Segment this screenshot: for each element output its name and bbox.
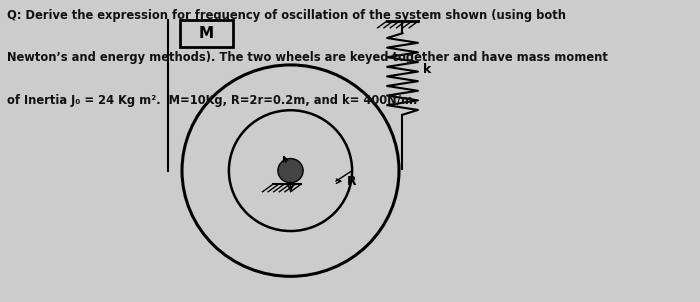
Bar (181, 20, 232, 47)
Text: M: M (199, 26, 214, 41)
Text: Q: Derive the expression for frequency of oscillation of the system shown (using: Q: Derive the expression for frequency o… (7, 9, 566, 22)
Text: k: k (424, 63, 432, 76)
Ellipse shape (278, 159, 303, 183)
Text: R: R (346, 175, 356, 188)
Text: of Inertia J₀ = 24 Kg m².  M=10Kg, R=2r=0.2m, and k= 400N/m.: of Inertia J₀ = 24 Kg m². M=10Kg, R=2r=0… (7, 94, 417, 107)
Text: Newton’s and energy methods). The two wheels are keyed together and have mass mo: Newton’s and energy methods). The two wh… (7, 51, 608, 64)
